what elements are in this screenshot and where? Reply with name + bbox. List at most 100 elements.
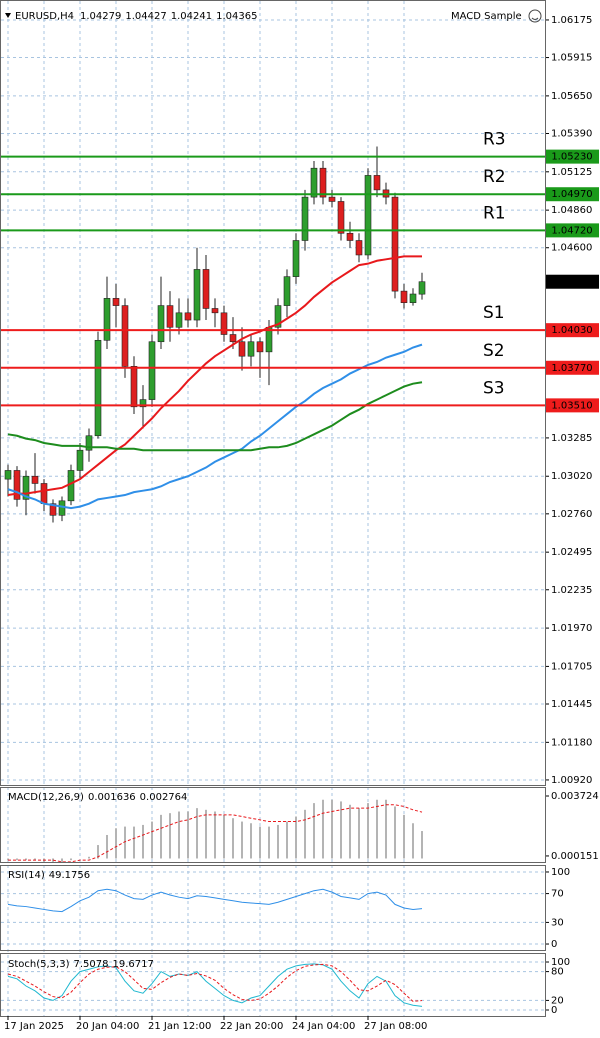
macd-signal-line <box>8 804 423 863</box>
y-tick-label: 1.01705 <box>551 661 592 672</box>
candle-body <box>112 298 120 306</box>
candle-body <box>373 175 381 191</box>
level-price-box <box>546 360 599 375</box>
candle-body <box>184 312 192 321</box>
candle-body <box>274 305 282 328</box>
rsi-header: RSI(14) 49.1756 <box>8 870 90 881</box>
stoch-frame <box>0 953 546 1017</box>
level-price-box <box>546 323 599 338</box>
stoch-main-value: 7.5078 <box>73 959 108 970</box>
candle-body <box>22 475 30 500</box>
expert-icon-smile <box>531 17 539 20</box>
x-tick-label: 24 Jan 04:00 <box>292 1021 355 1032</box>
candle-body <box>85 435 93 451</box>
candle-body <box>391 196 399 292</box>
indicator-line <box>7 963 423 1002</box>
candle-body <box>13 470 21 500</box>
level-name: R2 <box>483 167 506 187</box>
main-frame <box>0 0 546 786</box>
y-tick-label: 1.03285 <box>551 433 592 444</box>
level-price-label: 1.03510 <box>551 400 592 411</box>
level-name: S2 <box>483 341 505 361</box>
y-tick-label: 1.01970 <box>551 623 592 634</box>
menu-icon[interactable] <box>5 13 11 18</box>
rsi-title: RSI(14) <box>8 870 45 881</box>
x-tick-label: 17 Jan 2025 <box>4 1021 64 1032</box>
candle-body <box>49 503 57 516</box>
macd-frame <box>0 787 546 863</box>
y-tick-label: 20 <box>551 995 564 1006</box>
level-name: R1 <box>483 203 506 223</box>
level-price-box <box>546 187 599 202</box>
y-tick-label: 1.03020 <box>551 471 592 482</box>
stoch-header: Stoch(5,3,3) 7.5078 19.6717 <box>8 959 154 970</box>
low-value: 1.04241 <box>171 11 212 22</box>
candle-body <box>121 305 129 367</box>
y-tick-label: 1.05125 <box>551 167 592 178</box>
y-tick-label: 100 <box>551 867 570 878</box>
expert-label: MACD Sample <box>451 11 522 22</box>
candle-body <box>202 269 210 309</box>
candle-body <box>301 196 309 241</box>
macd-signal-value: 0.002764 <box>140 792 188 803</box>
expert-icon[interactable] <box>528 9 542 23</box>
y-tick-label: 1.05390 <box>551 128 592 139</box>
candle-body <box>238 341 246 357</box>
candle-body <box>4 470 12 480</box>
candle-body <box>364 175 372 256</box>
candle-body <box>157 305 165 343</box>
y-tick-label: 1.00920 <box>551 775 592 786</box>
y-tick-label: 100 <box>551 957 570 968</box>
level-price-box <box>546 398 599 413</box>
moving-average <box>7 343 423 510</box>
grid-layer: 1.06175 1.05915 1.05650 1.05390 1.05125 1.048… <box>1 1 599 1016</box>
candle-body <box>319 167 327 198</box>
candle-body <box>400 290 408 303</box>
close-value: 1.04365 <box>216 11 257 22</box>
candle-body <box>175 312 183 328</box>
stoch-title: Stoch(5,3,3) <box>8 959 70 970</box>
candle-body <box>58 500 66 516</box>
candle-body <box>166 305 174 328</box>
y-tick-label: 1.01445 <box>551 699 592 710</box>
y-tick-label: 0 <box>551 939 557 950</box>
y-tick-label: 0.000151 <box>551 851 599 862</box>
level-price-box <box>546 149 599 164</box>
y-tick-label: 70 <box>551 889 564 900</box>
y-tick-label: 1.01180 <box>551 737 592 748</box>
y-tick-label: 30 <box>551 917 564 928</box>
macd-title: MACD(12,26,9) <box>8 792 84 803</box>
candle-body <box>283 276 291 306</box>
candle-body <box>76 449 84 471</box>
candle-body <box>40 483 48 505</box>
candle-body <box>418 281 426 295</box>
candle-body <box>409 293 417 303</box>
candle-body <box>292 240 300 277</box>
moving-average <box>7 381 423 452</box>
overlay: EURUSD,H4 1.04279 1.04427 1.04241 1.04365 MA… <box>1 9 599 1032</box>
y-tick-label: 1.02235 <box>551 585 592 596</box>
y-tick-label: 1.02760 <box>551 509 592 520</box>
current-price-box <box>546 274 599 289</box>
rsi-value: 49.1756 <box>49 870 90 881</box>
candle-body <box>103 298 111 341</box>
candle-body <box>130 366 138 408</box>
level-name: R3 <box>483 130 506 150</box>
indicator-line <box>7 963 423 1007</box>
candle-body <box>229 334 237 343</box>
symbol-title: EURUSD,H4 <box>15 11 74 22</box>
level-price-label: 1.04720 <box>551 225 592 236</box>
symbol-header: EURUSD,H4 1.04279 1.04427 1.04241 1.04365 <box>15 11 257 22</box>
open-value: 1.04279 <box>80 11 121 22</box>
x-tick-label: 21 Jan 12:00 <box>148 1021 211 1032</box>
y-tick-label: 1.05915 <box>551 53 592 64</box>
candle-body <box>247 341 255 357</box>
y-tick-label: 0 <box>551 1005 557 1016</box>
x-tick-label: 20 Jan 04:00 <box>76 1021 139 1032</box>
y-tick-label: 1.04600 <box>551 243 592 254</box>
candle-body <box>211 308 219 314</box>
candle-body <box>94 339 102 437</box>
y-tick-label: 80 <box>551 967 564 978</box>
candle-body <box>328 196 336 202</box>
